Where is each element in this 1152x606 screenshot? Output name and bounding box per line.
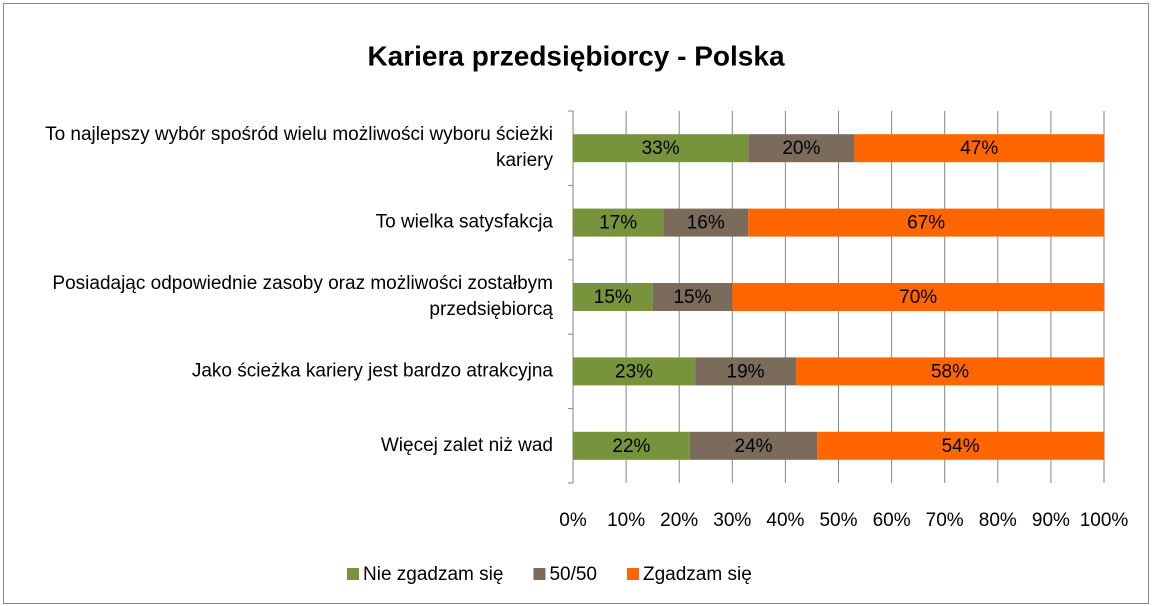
data-label: 47% xyxy=(960,138,998,159)
data-label: 23% xyxy=(615,361,653,382)
x-tick-label: 60% xyxy=(873,510,911,531)
label-line: Posiadając odpowiednie zasoby oraz możli… xyxy=(52,273,553,294)
legend-label: Zgadzam się xyxy=(643,564,752,585)
legend-swatch xyxy=(627,568,639,580)
bar-segment xyxy=(695,357,797,386)
chart-title: Kariera przedsiębiorcy - Polska xyxy=(367,40,785,71)
data-label: 70% xyxy=(899,287,937,308)
bar-segment xyxy=(573,283,653,311)
label-line: Więcej zalet niż wad xyxy=(381,435,553,456)
data-label: 15% xyxy=(594,287,632,308)
label-line: To wielka satysfakcja xyxy=(376,212,554,233)
data-label: 22% xyxy=(612,436,650,457)
bar-segment xyxy=(748,208,1104,237)
data-label: 20% xyxy=(782,138,820,159)
data-label: 16% xyxy=(687,213,725,234)
x-tick-label: 0% xyxy=(559,510,587,531)
data-label: 54% xyxy=(942,436,980,457)
bar-segment xyxy=(689,431,818,460)
x-tick-label: 100% xyxy=(1080,510,1129,531)
y-tick-label: Posiadając odpowiednie zasoby oraz możli… xyxy=(52,273,553,320)
bar-segment xyxy=(817,431,1104,460)
x-tick-label: 50% xyxy=(819,510,857,531)
y-tick-label: To najlepszy wybór spośród wielu możliwo… xyxy=(45,124,553,171)
label-line: przedsiębiorcą xyxy=(429,299,553,320)
data-label: 67% xyxy=(907,213,945,234)
y-tick-label: To wielka satysfakcja xyxy=(376,212,554,233)
bar-segment xyxy=(573,134,749,163)
x-tick-label: 20% xyxy=(660,510,698,531)
bar-segment xyxy=(854,134,1104,163)
legend-label: 50/50 xyxy=(549,564,597,585)
y-tick-label: Jako ścieżka kariery jest bardzo atrakcy… xyxy=(192,360,554,381)
bar-segment xyxy=(573,357,696,386)
bar-segment xyxy=(573,431,690,460)
x-tick-label: 10% xyxy=(607,510,645,531)
x-tick-label: 70% xyxy=(926,510,964,531)
label-line: kariery xyxy=(496,150,554,171)
y-tick-label: Więcej zalet niż wad xyxy=(381,435,553,456)
bar-segment xyxy=(748,134,855,163)
data-label: 19% xyxy=(727,361,765,382)
bar-segment xyxy=(663,208,749,237)
bar-segment xyxy=(796,357,1104,386)
label-line: To najlepszy wybór spośród wielu możliwo… xyxy=(45,124,553,145)
bar-segment xyxy=(652,283,733,311)
bar-segment xyxy=(732,283,1104,311)
legend-label: Nie zgadzam się xyxy=(363,564,503,585)
data-label: 17% xyxy=(599,213,637,234)
data-label: 58% xyxy=(931,361,969,382)
x-tick-label: 90% xyxy=(1032,510,1070,531)
legend-swatch xyxy=(347,568,359,580)
label-line: Jako ścieżka kariery jest bardzo atrakcy… xyxy=(192,360,554,381)
data-label: 15% xyxy=(673,287,711,308)
bar-segment xyxy=(573,208,664,237)
legend-swatch xyxy=(533,568,546,580)
data-label: 24% xyxy=(735,436,773,457)
data-label: 33% xyxy=(642,138,680,159)
x-tick-label: 40% xyxy=(766,510,804,531)
x-tick-label: 30% xyxy=(713,510,751,531)
x-tick-label: 80% xyxy=(979,510,1017,531)
